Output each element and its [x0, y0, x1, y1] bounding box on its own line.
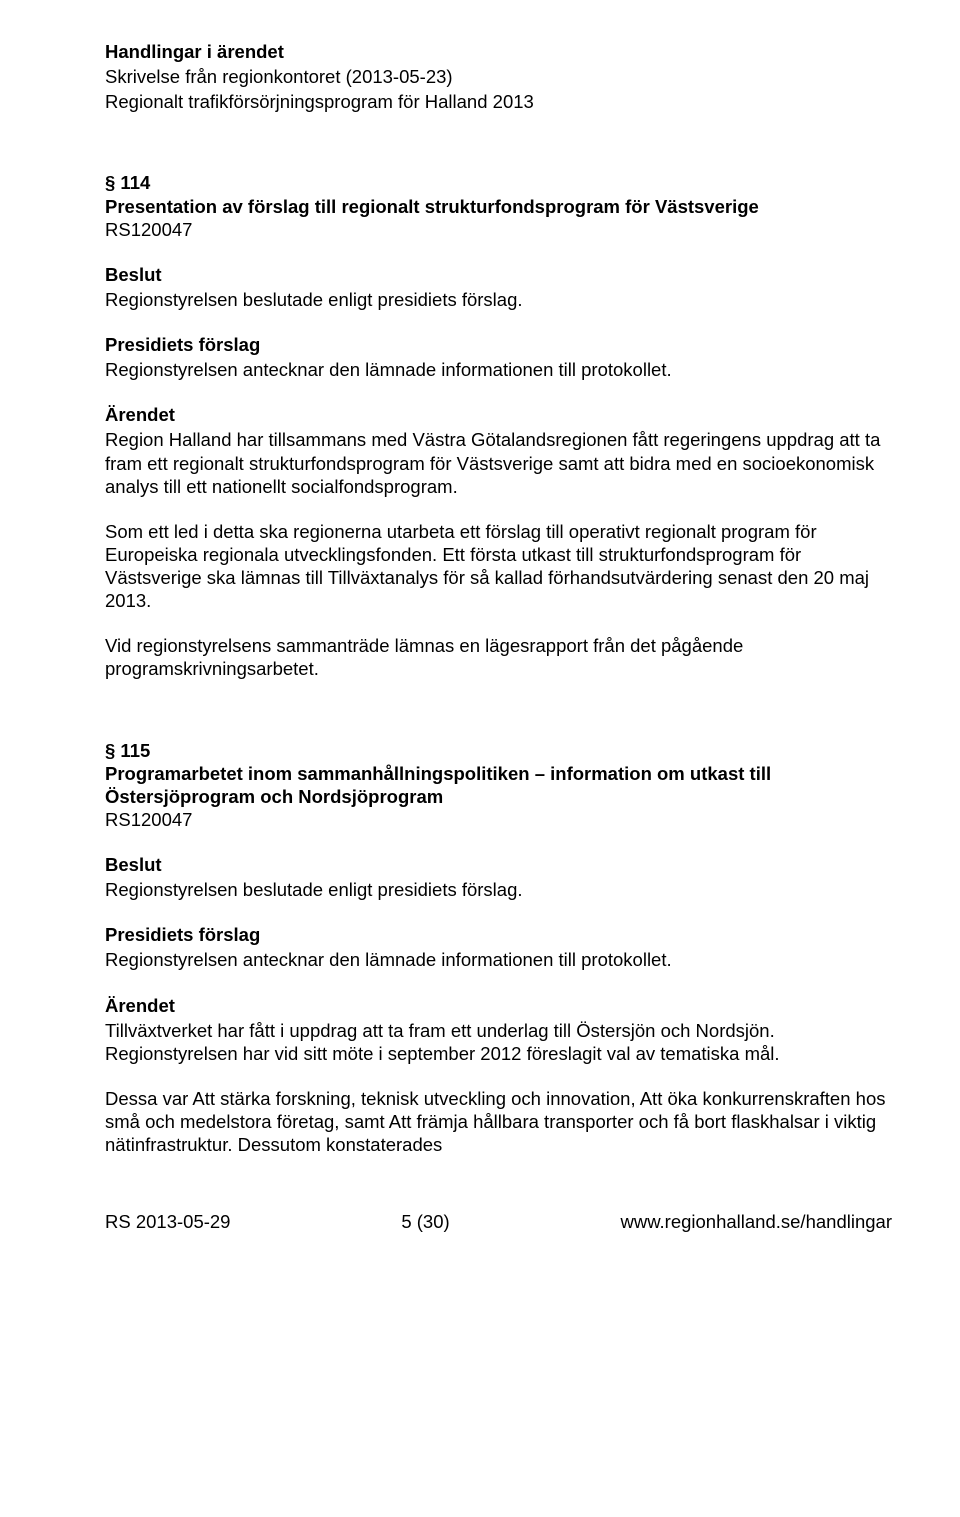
presidiets-text: Regionstyrelsen antecknar den lämnade in…: [105, 948, 892, 971]
document-header: Handlingar i ärendet Skrivelse från regi…: [105, 40, 892, 113]
section-code: RS120047: [105, 808, 892, 831]
arendet-label: Ärendet: [105, 403, 892, 426]
section-number: § 115: [105, 739, 892, 762]
presidiets-label: Presidiets förslag: [105, 333, 892, 356]
arendet-p1: Region Halland har tillsammans med Västr…: [105, 428, 892, 497]
arendet-p2: Dessa var Att stärka forskning, teknisk …: [105, 1087, 892, 1156]
section-code: RS120047: [105, 218, 892, 241]
arendet-p1: Tillväxtverket har fått i uppdrag att ta…: [105, 1019, 892, 1065]
beslut-label: Beslut: [105, 853, 892, 876]
header-line-2: Regionalt trafikförsörjningsprogram för …: [105, 90, 892, 113]
page-footer: RS 2013-05-29 5 (30) www.regionhalland.s…: [105, 1210, 892, 1233]
section-115: § 115 Programarbetet inom sammanhållning…: [105, 739, 892, 1157]
beslut-label: Beslut: [105, 263, 892, 286]
presidiets-label: Presidiets förslag: [105, 923, 892, 946]
footer-right: www.regionhalland.se/handlingar: [620, 1210, 892, 1233]
section-number: § 114: [105, 171, 892, 194]
footer-left: RS 2013-05-29: [105, 1210, 230, 1233]
presidiets-text: Regionstyrelsen antecknar den lämnade in…: [105, 358, 892, 381]
beslut-text: Regionstyrelsen beslutade enligt presidi…: [105, 878, 892, 901]
arendet-p3: Vid regionstyrelsens sammanträde lämnas …: [105, 634, 892, 680]
arendet-p2: Som ett led i detta ska regionerna utarb…: [105, 520, 892, 613]
section-114: § 114 Presentation av förslag till regio…: [105, 171, 892, 680]
section-title: Programarbetet inom sammanhållningspolit…: [105, 762, 892, 808]
beslut-text: Regionstyrelsen beslutade enligt presidi…: [105, 288, 892, 311]
handlingar-label: Handlingar i ärendet: [105, 40, 892, 63]
footer-center: 5 (30): [401, 1210, 449, 1233]
header-line-1: Skrivelse från regionkontoret (2013-05-2…: [105, 65, 892, 88]
section-title: Presentation av förslag till regionalt s…: [105, 195, 892, 218]
arendet-label: Ärendet: [105, 994, 892, 1017]
